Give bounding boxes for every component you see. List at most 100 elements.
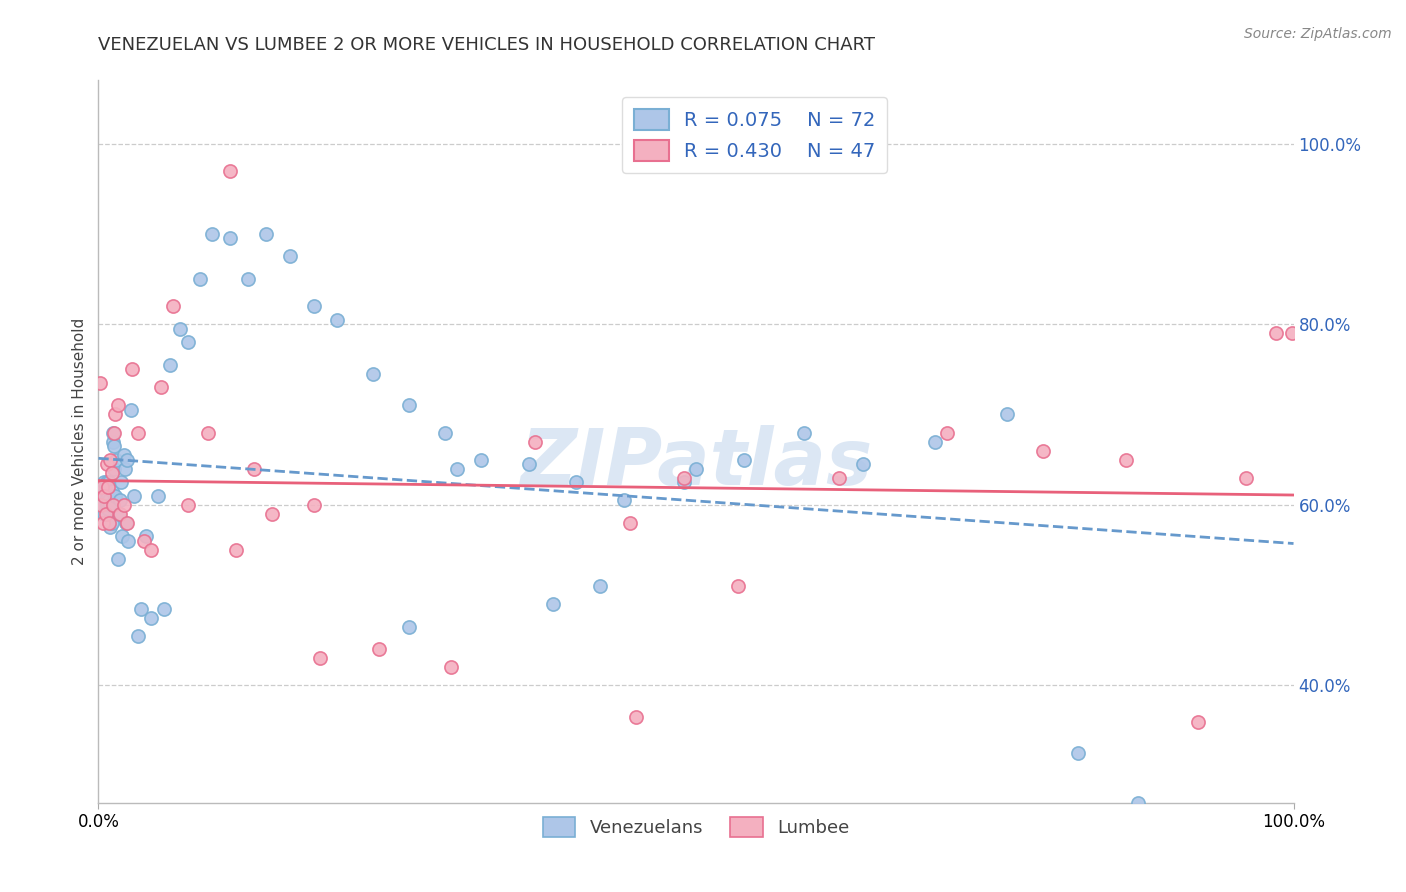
Point — [111, 529, 134, 543]
Point — [613, 493, 636, 508]
Point — [98, 493, 121, 508]
Point — [115, 516, 138, 530]
Point — [153, 601, 176, 615]
Point — [89, 376, 111, 390]
Point — [100, 484, 122, 499]
Point — [219, 163, 242, 178]
Point — [94, 493, 117, 508]
Point — [100, 516, 122, 530]
Point — [260, 507, 283, 521]
Point — [103, 439, 125, 453]
Point — [162, 299, 184, 313]
Point — [1067, 746, 1090, 760]
Point — [302, 498, 325, 512]
Point — [434, 425, 457, 440]
Point — [363, 367, 385, 381]
Point — [793, 425, 815, 440]
Point — [90, 484, 112, 499]
Point — [398, 620, 420, 634]
Point — [523, 434, 546, 449]
Point — [201, 227, 224, 241]
Point — [936, 425, 959, 440]
Point — [98, 520, 122, 534]
Point — [103, 461, 125, 475]
Point — [139, 542, 162, 557]
Point — [243, 461, 266, 475]
Point — [673, 471, 696, 485]
Text: Source: ZipAtlas.com: Source: ZipAtlas.com — [1244, 27, 1392, 41]
Legend: Venezuelans, Lumbee: Venezuelans, Lumbee — [536, 810, 856, 845]
Text: ZIPatlas: ZIPatlas — [520, 425, 872, 501]
Point — [236, 272, 259, 286]
Point — [91, 498, 114, 512]
Point — [94, 507, 117, 521]
Point — [96, 498, 118, 512]
Point — [995, 408, 1018, 422]
Point — [446, 461, 468, 475]
Point — [90, 498, 112, 512]
Point — [368, 642, 391, 657]
Point — [254, 227, 277, 241]
Point — [1264, 326, 1286, 340]
Point — [114, 461, 136, 475]
Point — [565, 475, 588, 490]
Point — [121, 362, 143, 376]
Point — [108, 493, 131, 508]
Point — [98, 475, 121, 490]
Point — [101, 498, 124, 512]
Point — [98, 516, 121, 530]
Point — [626, 710, 648, 724]
Point — [278, 249, 301, 263]
Point — [91, 480, 114, 494]
Point — [1032, 443, 1054, 458]
Point — [108, 507, 131, 521]
Point — [112, 498, 135, 512]
Point — [188, 272, 211, 286]
Y-axis label: 2 or more Vehicles in Household: 2 or more Vehicles in Household — [72, 318, 87, 566]
Point — [673, 475, 696, 490]
Point — [98, 498, 122, 512]
Point — [326, 312, 349, 326]
Point — [110, 475, 132, 490]
Point — [91, 516, 114, 530]
Point — [107, 552, 129, 566]
Point — [115, 516, 138, 530]
Point — [924, 434, 946, 449]
Point — [100, 466, 122, 480]
Point — [685, 461, 707, 475]
Point — [93, 489, 115, 503]
Point — [124, 489, 146, 503]
Point — [225, 542, 247, 557]
Point — [308, 651, 330, 665]
Point — [470, 452, 492, 467]
Point — [93, 507, 115, 521]
Point — [139, 610, 162, 624]
Point — [131, 601, 153, 615]
Text: VENEZUELAN VS LUMBEE 2 OR MORE VEHICLES IN HOUSEHOLD CORRELATION CHART: VENEZUELAN VS LUMBEE 2 OR MORE VEHICLES … — [98, 36, 876, 54]
Point — [112, 448, 135, 462]
Point — [117, 533, 139, 548]
Point — [103, 425, 125, 440]
Point — [398, 399, 420, 413]
Point — [1128, 796, 1150, 810]
Point — [107, 507, 129, 521]
Point — [115, 452, 138, 467]
Point — [219, 231, 242, 245]
Point — [97, 480, 120, 494]
Point — [177, 335, 200, 350]
Point — [1187, 714, 1209, 729]
Point — [727, 579, 749, 593]
Point — [1234, 471, 1257, 485]
Point — [852, 457, 875, 471]
Point — [96, 457, 118, 471]
Point — [104, 489, 127, 503]
Point — [93, 475, 115, 490]
Point — [1115, 452, 1137, 467]
Point — [148, 489, 170, 503]
Point — [541, 597, 564, 611]
Point — [101, 425, 124, 440]
Point — [127, 629, 149, 643]
Point — [91, 480, 114, 494]
Point — [97, 489, 120, 503]
Point — [104, 408, 127, 422]
